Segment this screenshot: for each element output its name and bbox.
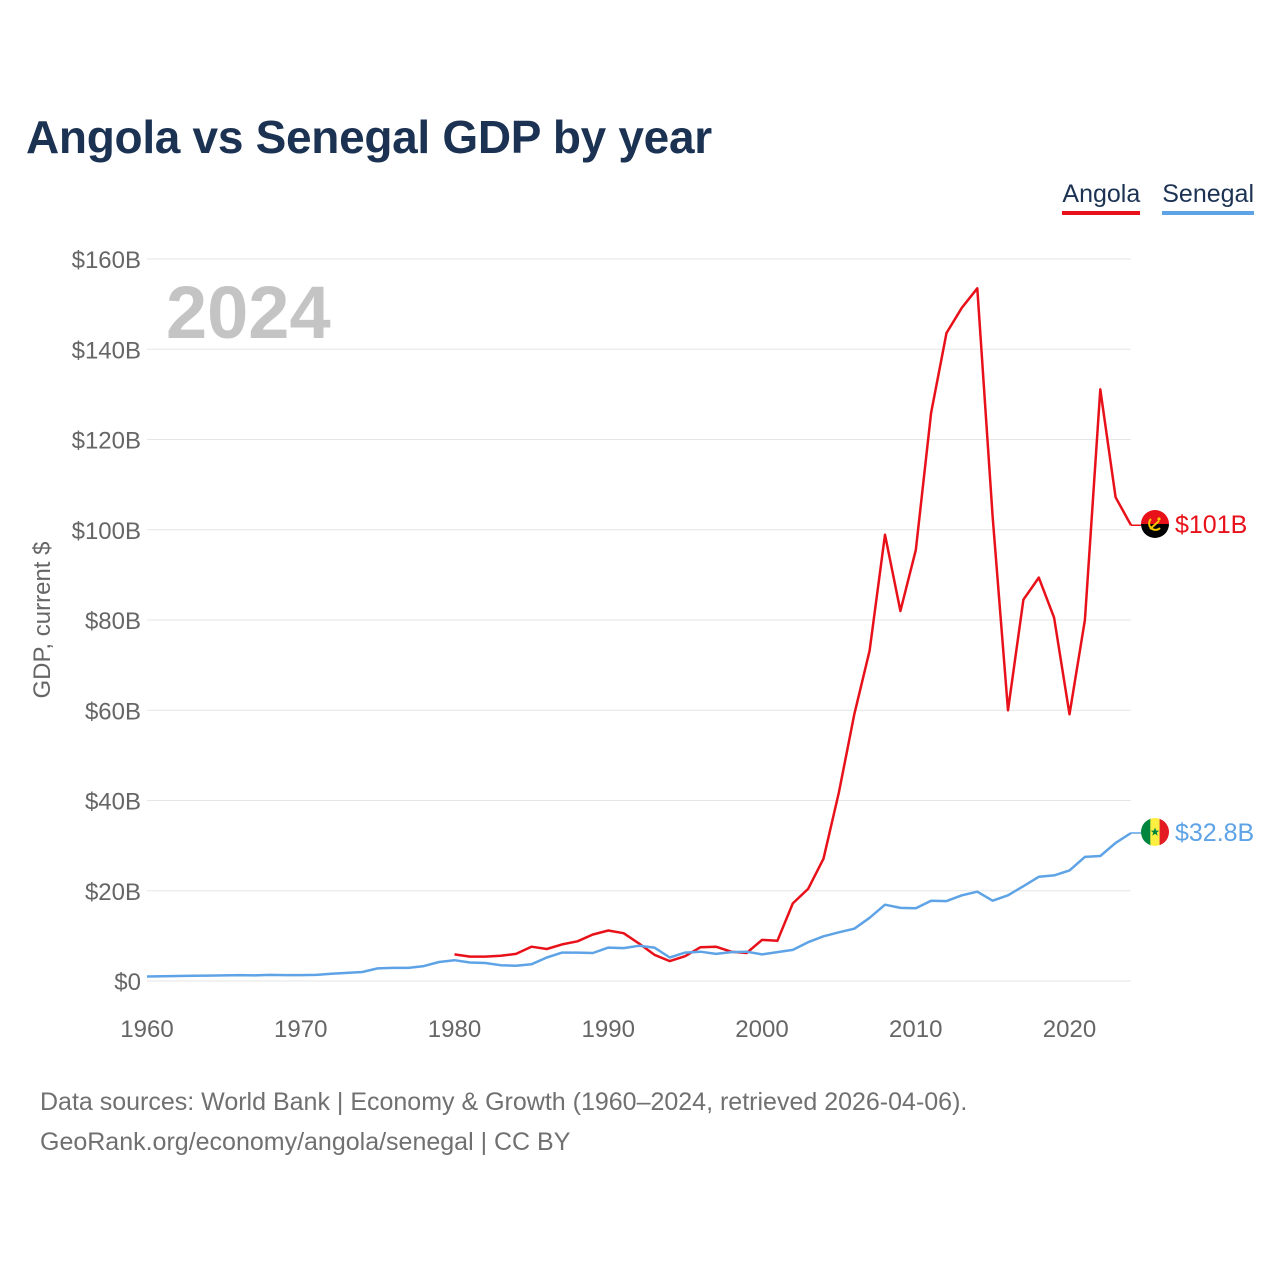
y-tick-label: $160B (72, 247, 141, 274)
y-tick-label: $100B (72, 518, 141, 545)
y-tick-label: $20B (85, 879, 141, 906)
legend-item-angola[interactable]: Angola (1062, 180, 1141, 215)
x-axis-ticks: 1960 1970 1980 1990 2000 2010 2020 (120, 1016, 1096, 1043)
x-tick-label: 2000 (735, 1016, 788, 1043)
x-tick-label: 1980 (428, 1016, 481, 1043)
grid-lines (147, 258, 1131, 982)
y-axis-ticks: $0 $20B $40B $60B $80B $100B $120B $140B $160B (72, 247, 141, 996)
source-line-data: Data sources: World Bank | Economy & Gro… (40, 1088, 968, 1116)
series-lines (146, 287, 1141, 978)
y-tick-label: $40B (85, 789, 141, 816)
x-tick-label: 2010 (889, 1016, 942, 1043)
senegal-flag-icon (1141, 818, 1169, 846)
x-tick-label: 1970 (274, 1016, 327, 1043)
y-tick-label: $80B (85, 608, 141, 635)
end-label-senegal: $32.8B (1175, 819, 1254, 847)
legend-item-senegal[interactable]: Senegal (1162, 180, 1254, 215)
end-label-angola: $101B (1175, 511, 1247, 539)
series-line-angola[interactable] (454, 287, 1133, 963)
y-tick-label: $120B (72, 428, 141, 455)
chart-title: Angola vs Senegal GDP by year (26, 111, 712, 163)
y-tick-label: $140B (72, 337, 141, 364)
end-markers (1141, 510, 1169, 846)
x-tick-label: 1990 (582, 1016, 635, 1043)
x-tick-label: 2020 (1043, 1016, 1096, 1043)
chart-plot: $0 $20B $40B $60B $80B $100B $120B $140B $160B 1… (29, 247, 1254, 1043)
x-tick-label: 1960 (120, 1016, 173, 1043)
y-axis-label: GDP, current $ (29, 542, 56, 699)
series-line-senegal[interactable] (146, 831, 1132, 978)
source-note: Data sources: World Bank | Economy & Gro… (40, 1082, 967, 1162)
year-watermark: 2024 (166, 271, 331, 354)
y-tick-label: $0 (114, 969, 141, 996)
legend: Angola Senegal (1062, 180, 1254, 215)
source-line-link[interactable]: GeoRank.org/economy/angola/senegal | CC … (40, 1128, 571, 1156)
y-tick-label: $60B (85, 698, 141, 725)
angola-flag-icon (1141, 510, 1169, 538)
